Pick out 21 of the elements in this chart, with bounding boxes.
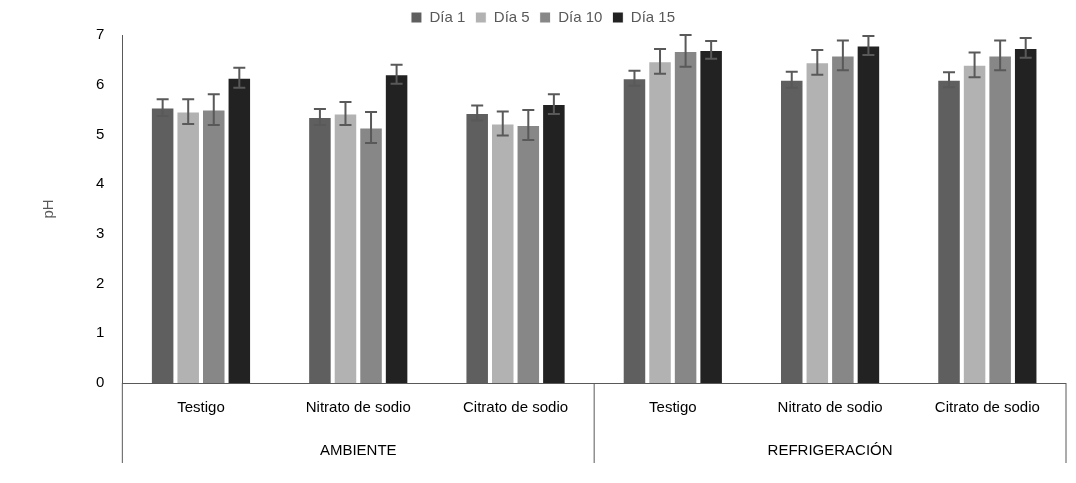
- y-tick-label: 7: [96, 25, 105, 43]
- legend-label: Día 10: [558, 7, 603, 25]
- x-tick-label: Citrato de sodio: [934, 398, 1040, 416]
- text: REFRIGERACIÓN: [767, 441, 893, 459]
- y-tick-label: 0: [96, 373, 105, 391]
- x-tick-label: Nitrato de sodio: [777, 398, 883, 416]
- legend-label: Día 1: [429, 7, 466, 25]
- text: AMBIENTE: [319, 441, 397, 459]
- y-tick-label: 6: [96, 74, 105, 92]
- y-tick-label: 1: [96, 323, 105, 341]
- x-tick-label: Nitrato de sodio: [305, 398, 411, 416]
- x-tick-label: Testigo: [649, 398, 697, 416]
- y-tick-label: 2: [96, 273, 105, 291]
- x-tick-label: Citrato de sodio: [463, 398, 569, 416]
- y-tick-label: 3: [96, 224, 105, 241]
- x-tick-label: Testigo: [177, 398, 225, 416]
- y-tick-label: 5: [96, 124, 105, 142]
- legend-label: Día 15: [630, 7, 676, 25]
- y-tick-label: 4: [96, 174, 105, 192]
- y-axis-title: pH: [39, 199, 57, 219]
- legend-label: Día 5: [493, 7, 530, 25]
